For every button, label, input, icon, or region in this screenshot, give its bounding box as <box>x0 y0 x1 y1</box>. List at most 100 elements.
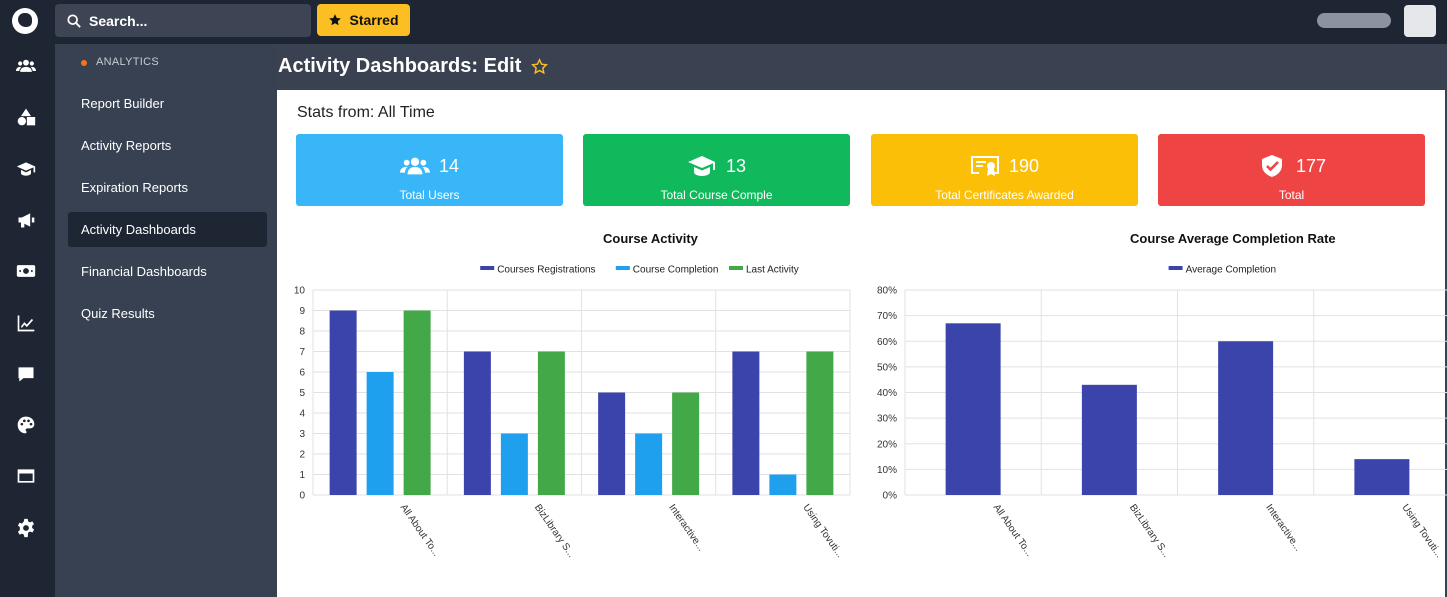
search-icon <box>67 13 81 28</box>
y-tick-label: 5 <box>299 388 305 399</box>
stat-card-total-users[interactable]: 14 Total Users <box>296 134 563 206</box>
bar <box>329 310 357 495</box>
y-tick-label: 40% <box>877 388 897 399</box>
stat-value: 14 <box>438 155 460 176</box>
graduation-cap-icon <box>687 156 715 176</box>
bar <box>732 351 760 495</box>
stat-value: 177 <box>1295 155 1327 176</box>
money-icon[interactable] <box>16 261 36 281</box>
sidebar-item-report-builder[interactable]: Report Builder <box>81 96 165 111</box>
gear-icon[interactable] <box>16 518 36 538</box>
legend-label: Course Completion <box>633 265 719 276</box>
bar <box>806 351 834 495</box>
user-avatar[interactable] <box>1404 5 1436 37</box>
y-tick-label: 70% <box>877 311 897 322</box>
y-tick-label: 80% <box>877 286 897 297</box>
y-tick-label: 3 <box>299 429 305 440</box>
megaphone-icon[interactable] <box>16 210 36 230</box>
chat-icon[interactable] <box>16 364 36 384</box>
y-tick-label: 10% <box>877 465 897 476</box>
x-tick-label: Interactive... <box>1263 502 1303 553</box>
certificate-icon <box>970 156 999 176</box>
stat-card-certificates-awarded[interactable]: 190 Total Certificates Awarded <box>871 134 1138 206</box>
shapes-icon[interactable] <box>16 107 36 127</box>
y-tick-label: 30% <box>877 414 897 425</box>
star-icon <box>329 14 342 26</box>
x-tick-label: BizLibrary S... <box>1127 502 1172 559</box>
chart-title-completion-rate: Course Average Completion Rate <box>1130 231 1336 246</box>
page-title: Activity Dashboards: Edit <box>278 55 549 78</box>
stat-value: 190 <box>1008 155 1040 176</box>
stat-value: 13 <box>725 155 747 176</box>
bar <box>769 474 797 495</box>
section-indicator-dot <box>81 60 87 66</box>
chart-0: 0 1 2 3 4 5 6 7 8 9 10 All About To... BizLibrary S.… <box>294 265 851 560</box>
palette-icon[interactable] <box>16 415 36 435</box>
chart-title-course-activity: Course Activity <box>603 231 698 246</box>
y-tick-label: 9 <box>299 306 305 317</box>
bar <box>1354 459 1410 495</box>
starred-button[interactable]: Starred <box>317 4 410 36</box>
top-bar: Search... Starred <box>0 0 1447 44</box>
stat-label: Total Users <box>399 188 460 202</box>
y-tick-label: 50% <box>877 362 897 373</box>
bar <box>537 351 565 495</box>
sidebar-item-expiration-reports[interactable]: Expiration Reports <box>81 180 188 195</box>
browser-window-icon[interactable] <box>16 466 36 486</box>
stat-label: Total <box>1278 188 1305 202</box>
y-tick-label: 10 <box>294 286 306 297</box>
bar <box>945 323 1001 495</box>
x-tick-label: BizLibrary S... <box>532 502 577 559</box>
bar <box>463 351 491 495</box>
legend-swatch <box>480 266 495 270</box>
bar <box>672 392 700 495</box>
sidebar-item-activity-dashboards[interactable]: Activity Dashboards <box>68 212 267 247</box>
graduation-cap-icon[interactable] <box>16 159 36 179</box>
legend-label: Courses Registrations <box>497 265 595 276</box>
legend-label: Last Activity <box>746 265 799 276</box>
search-input[interactable]: Search... <box>55 4 311 37</box>
bar <box>403 310 431 495</box>
star-outline-icon[interactable] <box>531 58 549 75</box>
y-tick-label: 6 <box>299 368 305 379</box>
sidebar-item-activity-reports[interactable]: Activity Reports <box>81 138 172 153</box>
icon-rail <box>0 44 55 597</box>
sidebar <box>55 44 277 597</box>
y-tick-label: 1 <box>299 470 305 481</box>
x-tick-label: All About To... <box>398 502 442 558</box>
sidebar-item-financial-dashboards[interactable]: Financial Dashboards <box>81 264 207 279</box>
stat-card-course-completions[interactable]: 13 Total Course Comple <box>583 134 850 206</box>
legend-swatch <box>615 266 630 270</box>
x-tick-label: Using Tovuti... <box>1399 502 1444 560</box>
stat-card-total[interactable]: 177 Total <box>1158 134 1425 206</box>
bar <box>366 372 394 495</box>
bar <box>1218 341 1274 495</box>
y-tick-label: 8 <box>299 327 305 338</box>
bar <box>598 392 626 495</box>
stat-label: Total Course Comple <box>660 188 773 202</box>
user-name-placeholder[interactable] <box>1317 13 1391 28</box>
app-logo-icon[interactable] <box>12 8 38 34</box>
y-tick-label: 20% <box>877 439 897 450</box>
y-tick-label: 4 <box>299 409 305 420</box>
sidebar-section-label: ANALYTICS <box>96 56 160 68</box>
x-tick-label: All About To... <box>991 502 1035 558</box>
page-title-text: Activity Dashboards: Edit <box>278 55 522 77</box>
bar <box>635 433 663 495</box>
users-icon <box>399 157 430 175</box>
x-tick-label: Interactive... <box>666 502 706 553</box>
y-tick-label: 7 <box>299 347 305 358</box>
users-icon[interactable] <box>16 56 36 76</box>
legend-label: Average Completion <box>1186 265 1276 276</box>
shield-check-icon <box>1261 155 1282 177</box>
chart-1: 0% 10% 20% 30% 40% 50% 60% 70% 80% All About To..… <box>877 265 1447 560</box>
stats-range-label: Stats from: All Time <box>297 104 435 121</box>
y-tick-label: 0% <box>883 491 898 502</box>
sidebar-item-quiz-results[interactable]: Quiz Results <box>81 306 155 321</box>
stat-label: Total Certificates Awarded <box>935 188 1074 202</box>
bar <box>1081 384 1137 495</box>
analytics-chart-icon[interactable] <box>16 313 36 333</box>
starred-label: Starred <box>349 12 399 28</box>
legend-swatch <box>729 266 743 270</box>
